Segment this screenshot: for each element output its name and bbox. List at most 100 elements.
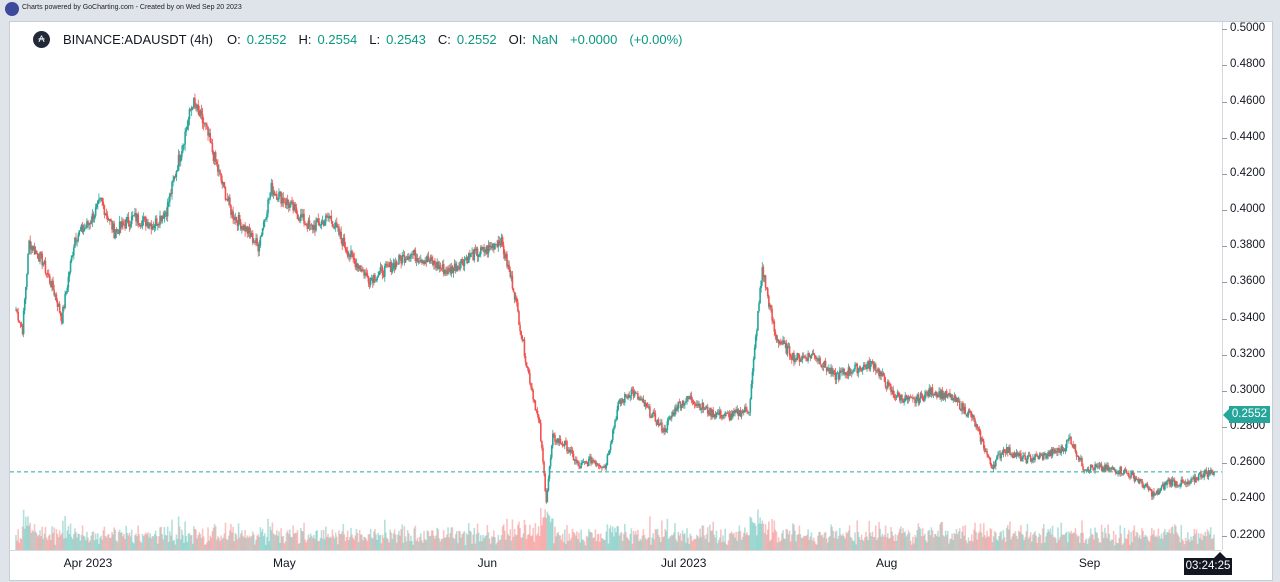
volume-bar	[175, 534, 178, 550]
candle-body	[694, 404, 697, 406]
volume-bar	[1120, 533, 1123, 550]
candle-body	[536, 410, 539, 415]
volume-bar	[178, 526, 181, 550]
candle-body	[1045, 453, 1047, 459]
volume-bar	[1110, 539, 1113, 550]
volume-bar	[280, 528, 282, 550]
volume-bar	[52, 533, 54, 550]
candle-body	[231, 211, 233, 215]
volume-bar	[1096, 532, 1099, 550]
symbol-label[interactable]: BINANCE:ADAUSDT (4h)	[63, 31, 214, 47]
candle-body	[590, 456, 592, 464]
candle-body	[416, 258, 419, 262]
candle-body	[1173, 480, 1176, 487]
volume-bar	[202, 536, 205, 550]
candle-body	[651, 413, 653, 418]
volume-bar	[413, 528, 416, 550]
candle-body	[1109, 467, 1112, 469]
candle-body	[1106, 465, 1108, 470]
volume-bar	[383, 519, 386, 550]
candle-body	[812, 353, 815, 355]
volume-bar	[460, 537, 462, 550]
candle-body	[22, 310, 25, 334]
candle-body	[909, 396, 912, 398]
volume-bar	[698, 538, 700, 550]
volume-bar	[161, 534, 164, 550]
volume-bar	[213, 523, 216, 550]
volume-bar	[205, 544, 207, 550]
volume-bar	[1145, 535, 1148, 550]
candle-body	[1088, 470, 1091, 472]
candle-body	[1139, 479, 1141, 484]
volume-bar	[146, 534, 148, 550]
volume-bar	[1001, 539, 1004, 550]
candle-body	[1178, 485, 1180, 487]
candle-body	[52, 280, 54, 290]
volume-bar	[965, 540, 968, 550]
time-axis[interactable]	[10, 550, 1222, 579]
volume-bar	[920, 536, 923, 550]
candle-body	[501, 237, 504, 246]
volume-bar	[629, 533, 632, 550]
volume-bar	[323, 539, 326, 550]
candle-body	[1164, 482, 1166, 490]
volume-bar	[661, 520, 663, 550]
volume-bar	[538, 535, 541, 550]
candle-body	[310, 224, 313, 226]
volume-bar	[577, 538, 579, 550]
candle-body	[1029, 456, 1032, 462]
volume-bar	[1155, 535, 1157, 550]
volume-bar	[338, 530, 340, 550]
volume-bar	[565, 543, 567, 550]
volume-bar	[489, 543, 492, 550]
candle-body	[447, 268, 449, 275]
volume-bar	[310, 535, 313, 550]
candle-body	[351, 250, 353, 255]
volume-bar	[913, 543, 915, 550]
candle-body	[1002, 449, 1005, 455]
candle-body	[1049, 450, 1052, 456]
volume-bar	[371, 538, 374, 550]
candle-body	[499, 243, 502, 246]
volume-bar	[958, 528, 961, 550]
candle-body	[179, 157, 182, 162]
candle-body	[766, 288, 769, 297]
candle-body	[608, 450, 611, 455]
candle-body	[158, 224, 160, 225]
volume-bar	[19, 538, 22, 550]
volume-bar	[362, 540, 364, 550]
volume-bar	[298, 542, 301, 550]
volume-bar	[199, 534, 202, 550]
candle-body	[937, 394, 939, 398]
volume-bar	[495, 544, 497, 550]
volume-bar	[31, 529, 34, 550]
volume-bar	[778, 541, 781, 550]
candle-body	[1053, 450, 1056, 453]
volume-bar	[253, 534, 255, 550]
volume-bar	[369, 529, 372, 550]
candle-body	[256, 238, 258, 244]
volume-bar	[829, 536, 831, 550]
candle-body	[223, 182, 226, 188]
candle-body	[789, 355, 792, 358]
candle-body	[968, 410, 971, 412]
volume-bar	[750, 517, 753, 550]
candle-body	[407, 256, 410, 259]
plot-area[interactable]	[10, 22, 1222, 550]
candlestick-chart[interactable]	[10, 22, 1222, 550]
volume-bar	[593, 537, 596, 550]
candle-body	[66, 287, 69, 292]
price-axis[interactable]	[1222, 22, 1272, 550]
candle-body	[548, 466, 551, 479]
candle-body	[748, 412, 751, 414]
volume-bar	[376, 539, 378, 550]
candle-body	[167, 201, 170, 203]
candle-body	[1145, 483, 1148, 485]
volume-bar	[1161, 538, 1164, 550]
candle-body	[155, 218, 158, 226]
volume-bar	[604, 539, 606, 550]
volume-bar	[1158, 535, 1161, 550]
volume-bar	[608, 528, 611, 550]
volume-bar	[1064, 533, 1067, 550]
candle-body	[146, 222, 148, 227]
